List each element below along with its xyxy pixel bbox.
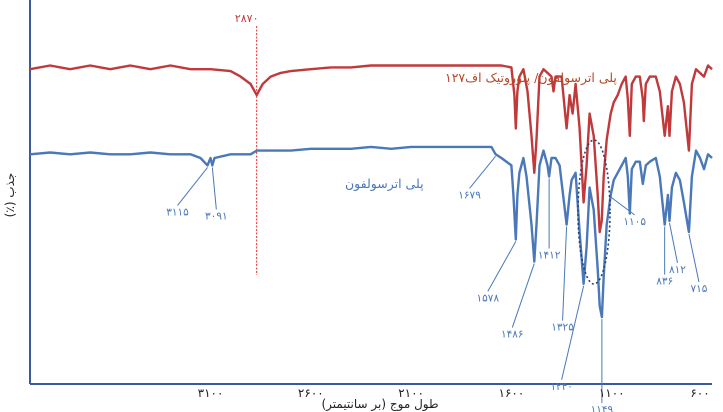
y-axis-title: جذب (٪) [3, 173, 17, 218]
peak-label-1578: ۱۵۷۸ [477, 292, 500, 304]
peak-leader-812 [668, 222, 678, 263]
peak-label-715: ۷۱۵ [690, 283, 707, 295]
peak-label-1149: ۱۱۴۹ [591, 404, 614, 412]
peak-leader-3115 [177, 167, 208, 206]
peak-label-812: ۸۱۲ [669, 264, 686, 276]
peak-annotations: ۳۱۱۵ ۳۰۹۱ ۱۶۷۹ ۱۵۷۸ ۱۴۸۶ ۱۴۱۲ ۱۳۲۵ ۱۲۴۰ ۱۱۴۹ ۱۱۰۵… [166, 155, 708, 412]
peak-label-1105: ۱۱۰۵ [623, 216, 646, 228]
peak-label-3091: ۳۰۹۱ [205, 210, 228, 222]
peak-leader-1578 [487, 241, 517, 292]
peak-label-836: ۸۳۶ [656, 276, 673, 288]
marker-label-2870: ۲۸۷۰ [235, 12, 259, 25]
peak-leader-3091 [211, 167, 217, 210]
x-tick-label-3100: ۳۱۰۰ [198, 386, 224, 400]
peak-label-1679: ۱۶۷۹ [458, 189, 481, 201]
peak-label-1240: ۱۲۴۰ [550, 381, 573, 393]
peak-label-1486: ۱۴۸۶ [501, 329, 524, 341]
series-label-pes-f127: پلی اترسولفون/ پلوروتیک اف۱۲۷ [445, 70, 617, 86]
series-line-pes-f127 [29, 64, 713, 234]
x-tick-label-1600: ۱۶۰۰ [499, 386, 525, 400]
peak-leader-1240 [561, 285, 585, 380]
x-tick-label-2100: ۲۱۰۰ [398, 386, 424, 400]
peak-label-1325: ۱۳۲۵ [551, 322, 574, 334]
peak-leader-715 [688, 233, 700, 283]
x-tick-label-600: ۶۰۰ [690, 386, 709, 400]
peak-label-1412: ۱۴۱۲ [538, 250, 561, 262]
x-axis-title: طول موج (بر سانتیمتر) [321, 397, 438, 412]
series-line-pes [29, 145, 713, 319]
highlight-ellipse [577, 139, 611, 285]
peak-leader-1679 [469, 155, 496, 189]
peak-label-3115: ۳۱۱۵ [166, 206, 189, 218]
peak-leader-1486 [511, 263, 535, 328]
peak-leader-1105 [610, 196, 636, 216]
peak-leader-1325 [562, 226, 568, 321]
x-tick-label-2600: ۲۶۰۰ [298, 386, 324, 400]
x-tick-label-1100: ۱۱۰۰ [599, 386, 625, 400]
series-label-pes: پلی اترسولفون [345, 176, 424, 192]
x-tick-labels: ۳۱۰۰ ۲۶۰۰ ۲۱۰۰ ۱۶۰۰ ۱۱۰۰ ۶۰۰ [198, 386, 710, 400]
